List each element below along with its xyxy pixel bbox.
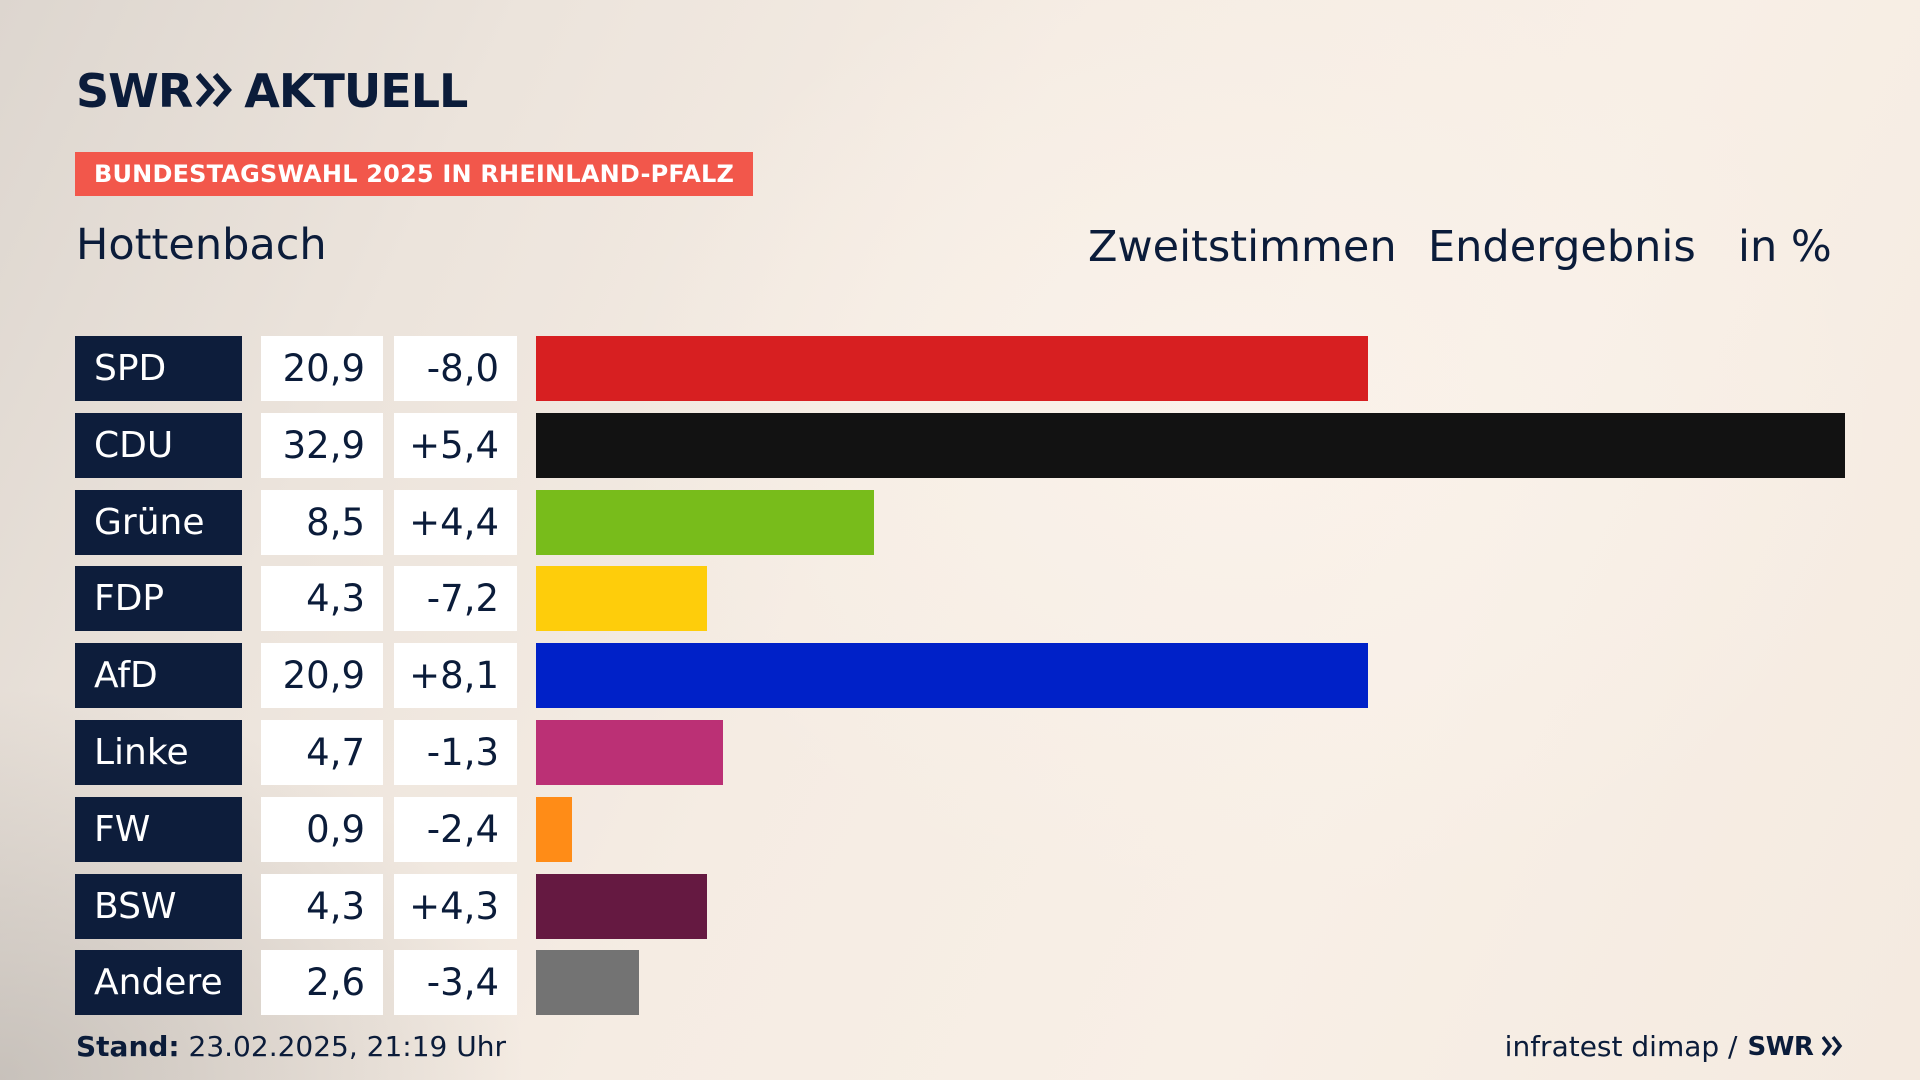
column-label-zweitstimmen: Zweitstimmen — [1088, 222, 1397, 272]
change-label: -2,4 — [394, 797, 517, 862]
swr-aktuell-logo: SWR AKTUELL — [76, 64, 468, 118]
result-row: Andere 2,6 -3,4 — [0, 950, 1920, 1015]
vote-share-bar — [536, 874, 707, 939]
result-row: SPD 20,9 -8,0 — [0, 336, 1920, 401]
vote-share-label: 8,5 — [261, 490, 383, 555]
stand-value: 23.02.2025, 21:19 Uhr — [188, 1030, 506, 1063]
vote-share-bar — [536, 490, 874, 555]
column-label-unit: in % — [1738, 222, 1832, 272]
source-credit: infratest dimap / SWR — [1505, 1030, 1844, 1063]
change-label: +4,4 — [394, 490, 517, 555]
double-chevron-icon — [196, 64, 234, 118]
party-label: BSW — [75, 874, 242, 939]
party-label: Grüne — [75, 490, 242, 555]
source-text: infratest dimap / — [1504, 1030, 1738, 1063]
result-row: FDP 4,3 -7,2 — [0, 566, 1920, 631]
place-title: Hottenbach — [76, 220, 327, 270]
source-logo-text: SWR — [1747, 1031, 1814, 1062]
vote-share-label: 0,9 — [261, 797, 383, 862]
party-label: AfD — [75, 643, 242, 708]
small-double-chevron-icon — [1821, 1035, 1843, 1056]
vote-share-label: 4,3 — [261, 874, 383, 939]
vote-share-label: 4,7 — [261, 720, 383, 785]
result-row: CDU 32,9 +5,4 — [0, 413, 1920, 478]
vote-share-bar — [536, 336, 1368, 401]
result-row: Linke 4,7 -1,3 — [0, 720, 1920, 785]
party-label: Andere — [75, 950, 242, 1015]
change-label: -3,4 — [394, 950, 517, 1015]
vote-share-label: 32,9 — [261, 413, 383, 478]
change-label: -8,0 — [394, 336, 517, 401]
change-label: +8,1 — [394, 643, 517, 708]
column-label-endergebnis: Endergebnis — [1428, 222, 1696, 272]
party-label: FDP — [75, 566, 242, 631]
logo-brand: SWR — [76, 64, 193, 118]
logo-text: AKTUELL — [244, 64, 468, 118]
result-row: FW 0,9 -2,4 — [0, 797, 1920, 862]
party-label: CDU — [75, 413, 242, 478]
vote-share-label: 20,9 — [261, 336, 383, 401]
stand-label: Stand: — [76, 1030, 180, 1063]
vote-share-label: 4,3 — [261, 566, 383, 631]
vote-share-bar — [536, 797, 572, 862]
vote-share-bar — [536, 720, 723, 785]
result-row: Grüne 8,5 +4,4 — [0, 490, 1920, 555]
vote-share-bar — [536, 566, 707, 631]
result-row: BSW 4,3 +4,3 — [0, 874, 1920, 939]
vote-share-bar — [536, 413, 1845, 478]
change-label: -7,2 — [394, 566, 517, 631]
vote-share-label: 2,6 — [261, 950, 383, 1015]
party-label: FW — [75, 797, 242, 862]
vote-share-label: 20,9 — [261, 643, 383, 708]
change-label: +4,3 — [394, 874, 517, 939]
election-banner: BUNDESTAGSWAHL 2025 IN RHEINLAND-PFALZ — [75, 152, 754, 196]
party-label: Linke — [75, 720, 242, 785]
vote-share-bar — [536, 643, 1368, 708]
vote-share-bar — [536, 950, 639, 1015]
timestamp: Stand: 23.02.2025, 21:19 Uhr — [76, 1030, 506, 1063]
result-row: AfD 20,9 +8,1 — [0, 643, 1920, 708]
change-label: -1,3 — [394, 720, 517, 785]
swr-small-logo: SWR — [1748, 1032, 1845, 1062]
party-label: SPD — [75, 336, 242, 401]
change-label: +5,4 — [394, 413, 517, 478]
